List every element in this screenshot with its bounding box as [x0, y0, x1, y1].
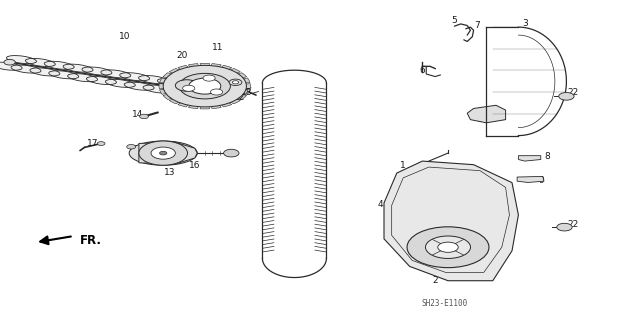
Wedge shape [205, 86, 246, 100]
Text: SH23-E1100: SH23-E1100 [422, 299, 468, 308]
Text: 7: 7 [474, 21, 479, 30]
Text: 12: 12 [234, 93, 246, 102]
Wedge shape [159, 84, 205, 88]
Text: 3: 3 [522, 19, 527, 28]
Text: 4: 4 [378, 200, 383, 209]
Wedge shape [205, 84, 251, 88]
Ellipse shape [30, 68, 60, 76]
Circle shape [175, 80, 198, 91]
Wedge shape [205, 86, 250, 94]
Circle shape [203, 75, 215, 81]
Wedge shape [205, 86, 221, 109]
Circle shape [232, 81, 239, 84]
Circle shape [97, 142, 105, 145]
Circle shape [426, 236, 470, 258]
Text: 9: 9 [538, 176, 543, 185]
Ellipse shape [139, 76, 168, 84]
Wedge shape [205, 86, 232, 107]
Wedge shape [205, 86, 241, 104]
Circle shape [127, 145, 136, 149]
Wedge shape [205, 63, 221, 86]
Ellipse shape [49, 71, 79, 79]
Ellipse shape [68, 74, 97, 82]
Text: 22: 22 [567, 220, 579, 229]
Circle shape [159, 151, 167, 155]
Wedge shape [178, 65, 205, 86]
Circle shape [151, 147, 175, 159]
Circle shape [163, 65, 246, 107]
Text: 16: 16 [189, 161, 201, 170]
Text: 18: 18 [241, 88, 252, 97]
Circle shape [559, 93, 574, 100]
Circle shape [229, 79, 242, 85]
Circle shape [189, 78, 221, 94]
Wedge shape [163, 86, 205, 100]
Text: FR.: FR. [80, 234, 102, 247]
Wedge shape [159, 86, 205, 94]
Text: 17: 17 [87, 139, 99, 148]
Wedge shape [200, 86, 209, 109]
Ellipse shape [44, 61, 74, 69]
Wedge shape [169, 86, 205, 104]
Polygon shape [518, 156, 541, 161]
Circle shape [4, 59, 15, 65]
Wedge shape [205, 73, 246, 86]
Wedge shape [169, 68, 205, 86]
Circle shape [182, 85, 195, 91]
Ellipse shape [176, 81, 206, 89]
Ellipse shape [63, 64, 93, 72]
Text: 15: 15 [129, 149, 140, 158]
Polygon shape [384, 161, 518, 281]
Text: 5: 5 [452, 16, 457, 25]
Wedge shape [159, 78, 205, 86]
Text: 10: 10 [119, 32, 131, 41]
Text: 19: 19 [228, 74, 239, 83]
Polygon shape [139, 142, 197, 164]
Text: 13: 13 [164, 168, 175, 177]
Ellipse shape [157, 78, 188, 86]
Ellipse shape [6, 56, 36, 64]
Circle shape [139, 141, 188, 165]
Wedge shape [178, 86, 205, 107]
Wedge shape [163, 73, 205, 86]
Ellipse shape [26, 58, 55, 66]
Ellipse shape [86, 77, 116, 85]
Ellipse shape [82, 67, 112, 75]
Ellipse shape [143, 85, 173, 93]
Text: 1: 1 [401, 161, 406, 170]
Circle shape [223, 149, 239, 157]
Circle shape [557, 223, 572, 231]
Text: 6: 6 [420, 66, 425, 75]
Text: 11: 11 [212, 43, 223, 52]
Wedge shape [200, 63, 209, 86]
Text: 22: 22 [567, 88, 579, 97]
Ellipse shape [129, 141, 197, 165]
Wedge shape [188, 63, 205, 86]
Ellipse shape [101, 70, 131, 78]
Text: 14: 14 [132, 110, 143, 119]
Circle shape [211, 89, 223, 95]
Text: 8: 8 [545, 152, 550, 161]
Ellipse shape [0, 62, 22, 70]
Circle shape [140, 114, 148, 119]
Circle shape [438, 242, 458, 252]
Ellipse shape [120, 73, 150, 81]
Polygon shape [517, 176, 544, 182]
Ellipse shape [106, 79, 135, 87]
Text: 20: 20 [177, 51, 188, 60]
Ellipse shape [11, 65, 41, 73]
Polygon shape [467, 105, 506, 123]
Text: 21: 21 [477, 115, 489, 124]
Circle shape [407, 227, 489, 268]
Wedge shape [205, 68, 241, 86]
Ellipse shape [162, 88, 192, 96]
Wedge shape [205, 78, 250, 86]
Text: 2: 2 [433, 276, 438, 285]
Wedge shape [188, 86, 205, 109]
Ellipse shape [124, 82, 154, 90]
Circle shape [179, 73, 230, 99]
Circle shape [183, 86, 195, 92]
Wedge shape [205, 65, 232, 86]
